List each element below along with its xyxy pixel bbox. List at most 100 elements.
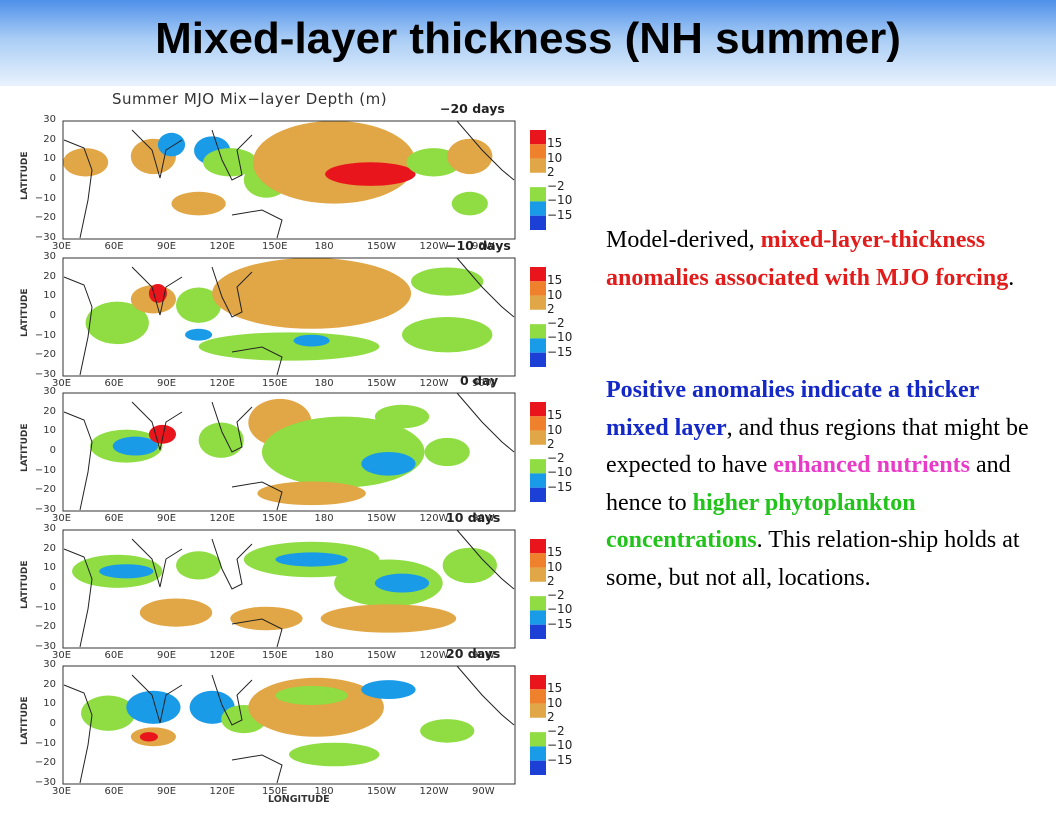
description-paragraph-2: Positive anomalies indicate a thicker mi… <box>606 372 1036 597</box>
colorbar-segment <box>530 610 546 625</box>
colorbar-segment <box>530 746 546 761</box>
latitude-tick-label: 10 <box>43 425 56 437</box>
colorbar-tick-label: −2 <box>547 179 565 194</box>
latitude-tick-label: −20 <box>34 349 56 361</box>
anomaly-region <box>85 301 149 345</box>
colorbar-segment <box>530 430 546 445</box>
longitude-tick-label: 150W <box>367 650 396 661</box>
longitude-tick-label: 120W <box>419 650 449 661</box>
colorbar-tick-label: 15 <box>547 136 563 151</box>
latitude-tick-label: −10 <box>34 464 56 476</box>
colorbar-segment <box>530 416 546 431</box>
anomaly-region <box>148 283 167 303</box>
colorbar-segment <box>530 187 546 202</box>
latitude-axis-label: LATITUDE <box>20 696 30 745</box>
map-frame <box>62 665 516 785</box>
colorbar <box>530 675 546 775</box>
colorbar-tick-label: 15 <box>547 273 563 288</box>
colorbar <box>530 267 546 367</box>
map-frame <box>62 392 516 512</box>
anomaly-region <box>451 191 488 216</box>
anomaly-region <box>275 686 348 705</box>
colorbar-segment <box>530 144 546 159</box>
coastline <box>63 529 515 648</box>
figure-title: Summer MJO Mix−layer Depth (m) <box>112 90 388 108</box>
colorbar-tick-label: −15 <box>547 616 573 631</box>
latitude-axis-label: LATITUDE <box>20 560 30 609</box>
colorbar-segment <box>530 215 546 230</box>
latitude-tick-label: −20 <box>34 757 56 769</box>
colorbar-segment <box>530 567 546 582</box>
anomaly-region <box>212 258 412 329</box>
colorbar-segment <box>530 402 546 417</box>
colorbar-tick-label: 10 <box>547 150 563 165</box>
colorbar-segment <box>530 352 546 367</box>
anomaly-region <box>424 437 470 467</box>
anomaly-region <box>81 695 136 731</box>
longitude-tick-label: 30E <box>52 241 72 252</box>
latitude-tick-label: −20 <box>34 621 56 633</box>
map-panel <box>62 529 516 649</box>
latitude-tick-label: −30 <box>34 232 56 243</box>
anomaly-region <box>361 680 416 700</box>
latitude-tick-label: 30 <box>43 659 56 670</box>
p1-plain-1: Model-derived, <box>606 227 761 253</box>
longitude-tick-label: 90E <box>157 378 177 389</box>
slide-title: Mixed-layer thickness (NH summer) <box>155 14 901 63</box>
colorbar-tick-label: 15 <box>547 681 563 696</box>
colorbar-tick-label: 10 <box>547 422 563 437</box>
longitude-tick-label: 150E <box>262 650 288 661</box>
anomaly-region <box>325 162 416 186</box>
longitude-tick-label: 120E <box>209 513 235 524</box>
colorbar-tick-label: −15 <box>547 344 573 359</box>
longitude-tick-label: 150W <box>367 513 396 524</box>
latitude-tick-label: 10 <box>43 290 56 302</box>
anomaly-region <box>203 148 258 177</box>
colorbar-tick-label: 10 <box>547 287 563 302</box>
colorbar-segment <box>530 675 546 690</box>
anomaly-region <box>411 267 484 296</box>
longitude-tick-label: 120E <box>209 650 235 661</box>
latitude-tick-label: 10 <box>43 153 56 165</box>
latitude-tick-label: 30 <box>43 523 56 534</box>
anomaly-region <box>289 742 380 767</box>
latitude-tick-label: −20 <box>34 484 56 496</box>
anomaly-region <box>198 422 244 458</box>
longitude-tick-label: 30E <box>52 513 72 524</box>
colorbar-segment <box>530 624 546 639</box>
latitude-tick-label: −10 <box>34 601 56 613</box>
longitude-axis-label: LONGITUDE <box>268 794 330 805</box>
colorbar-segment <box>530 130 546 145</box>
anomaly-region <box>374 573 430 593</box>
anomaly-region <box>442 547 497 584</box>
longitude-tick-label: 150E <box>262 513 288 524</box>
longitude-tick-label: 60E <box>104 786 124 797</box>
description-paragraph-1: Model-derived, mixed-layer-thickness ano… <box>606 222 1036 297</box>
anomaly-region <box>374 404 430 429</box>
p2-highlight-green: higher phytoplankton concentrations <box>606 489 916 554</box>
colorbar-segment <box>530 309 546 325</box>
map-frame <box>62 120 516 240</box>
p2-highlight-blue: Positive anomalies indicate a thicker mi… <box>606 377 979 441</box>
latitude-tick-label: 30 <box>43 251 56 262</box>
longitude-tick-label: 120W <box>419 241 449 252</box>
latitude-tick-label: 30 <box>43 114 56 125</box>
anomaly-region <box>293 334 330 347</box>
map-panel <box>62 257 516 377</box>
colorbar-segment <box>530 717 546 733</box>
colorbar-segment <box>530 553 546 568</box>
panel-lag-label: −20 days <box>440 101 505 116</box>
p1-highlight-red: mixed-layer-thickness anomalies associat… <box>606 227 1009 291</box>
latitude-tick-label: 0 <box>49 582 56 593</box>
slide-header <box>0 0 1056 86</box>
longitude-tick-label: 60E <box>104 241 124 252</box>
panel-lag-label: 10 days <box>446 510 501 525</box>
colorbar-segment <box>530 473 546 488</box>
anomaly-region <box>99 564 154 579</box>
map-frame <box>62 529 516 649</box>
coastline <box>63 257 515 376</box>
anomaly-region <box>420 719 475 743</box>
longitude-tick-label: 120W <box>419 513 449 524</box>
longitude-tick-label: 150W <box>367 786 396 797</box>
anomaly-region <box>198 332 380 361</box>
